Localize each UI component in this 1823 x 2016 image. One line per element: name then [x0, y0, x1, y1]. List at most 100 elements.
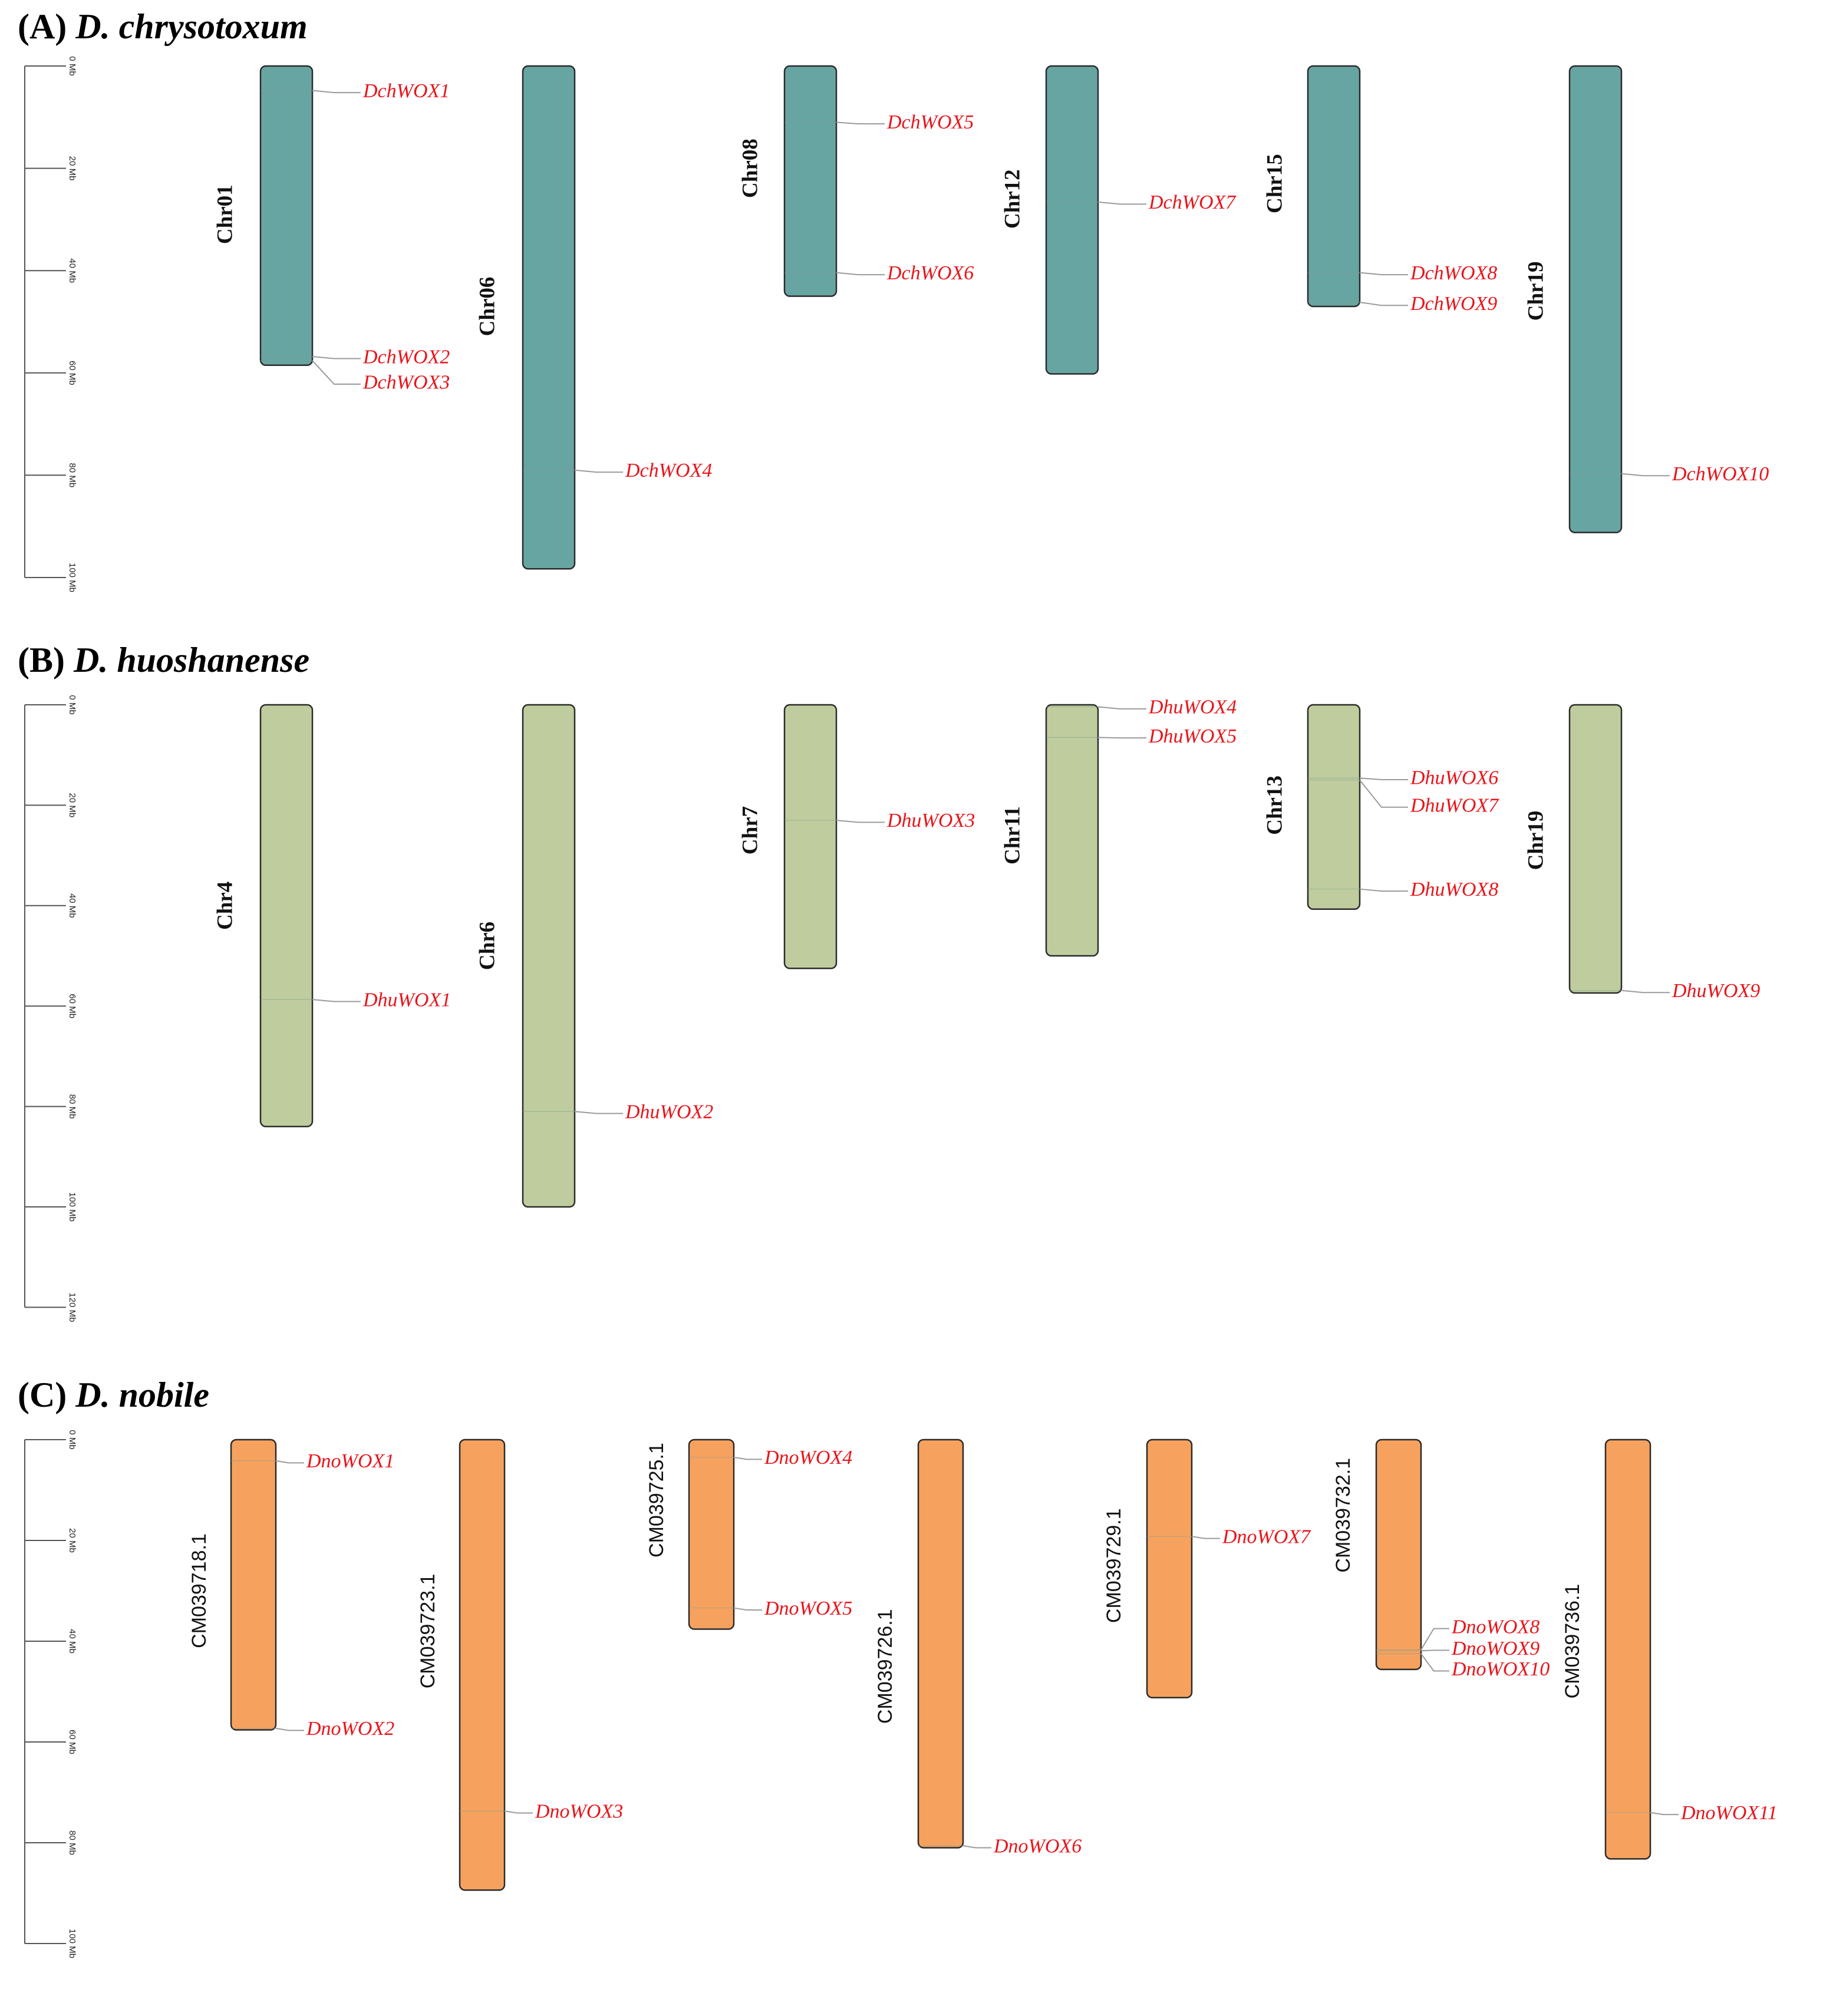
chromosome-chr15: Chr15 DchWOX8 DchWOX9	[1262, 65, 1497, 315]
gene-connector	[275, 1460, 304, 1464]
gene-label-dnowox2: DnoWOX2	[306, 1718, 394, 1740]
panel-c: (C) D. nobile 0 Mb 20 Mb 40 Mb 60 Mb 80 Mb 10…	[18, 1375, 1778, 1958]
gene-label-dhuwox7: DhuWOX7	[1410, 795, 1499, 817]
chromosome-label: CM039725.1	[645, 1443, 668, 1558]
gene-connector	[504, 1810, 533, 1814]
gene-label-dchwox10: DchWOX10	[1672, 463, 1769, 485]
gene-label-dchwox2: DchWOX2	[362, 346, 450, 368]
chromosome-label: Chr4	[213, 882, 237, 930]
chromosome-label: CM039732.1	[1332, 1458, 1354, 1573]
scale-tick-label: 40 Mb	[67, 893, 77, 918]
chromosome-label: CM039723.1	[417, 1574, 439, 1689]
scale-tick-label: 0 Mb	[67, 56, 77, 75]
gene-label-dchwox1: DchWOX1	[362, 80, 450, 102]
gene-connector	[1420, 1628, 1449, 1651]
chromosome-chr12: Chr12 DchWOX7	[1000, 65, 1237, 375]
scale-tick-label: 80 Mb	[67, 463, 77, 488]
scale-tick-label: 0 Mb	[67, 1430, 77, 1449]
gene-connector	[312, 356, 361, 359]
panel-b-scale-axis: 0 Mb 20 Mb 40 Mb 60 Mb 80 Mb 100 Mb 120 Mb	[24, 695, 77, 1322]
chromosome-bar	[1045, 704, 1099, 957]
gene-connector	[312, 999, 361, 1002]
gene-connector	[574, 469, 623, 473]
chromosome-label: Chr19	[1524, 262, 1548, 321]
chromosome-bar	[259, 65, 314, 367]
chromosome-chr19: Chr19 DchWOX10	[1524, 65, 1769, 533]
scale-tick-label: 80 Mb	[67, 1830, 77, 1855]
gene-connector	[1097, 706, 1146, 710]
gene-label-dchwox4: DchWOX4	[625, 460, 712, 481]
gene-connector	[962, 1845, 991, 1849]
scale-tick-label: 100 Mb	[67, 1192, 77, 1222]
gene-connector	[836, 272, 885, 276]
gene-connector	[733, 1607, 762, 1611]
scale-tick-label: 20 Mb	[67, 156, 77, 181]
gene-connector	[836, 121, 885, 125]
chromosome-cm039729-1: CM039729.1 DnoWOX7	[1103, 1438, 1311, 1699]
gene-connector	[1420, 1653, 1449, 1672]
gene-label-dchwox5: DchWOX5	[886, 111, 974, 133]
gene-connector	[836, 819, 885, 823]
gene-connector	[275, 1727, 304, 1731]
gene-label-dnowox10: DnoWOX10	[1451, 1658, 1550, 1680]
gene-label-dnowox5: DnoWOX5	[764, 1598, 852, 1619]
chromosome-chr06: Chr06 DchWOX4	[475, 65, 712, 570]
chromosome-chr11: Chr11 DhuWOX4 DhuWOX5	[1000, 697, 1237, 957]
gene-label-dchwox6: DchWOX6	[886, 262, 974, 284]
chromosome-bar	[1568, 65, 1623, 533]
gene-label-dhuwox1: DhuWOX1	[362, 989, 451, 1011]
panel-c-chromosomes: CM039718.1 DnoWOX1 DnoWOX2 CM039723.1 DnoWOX…	[188, 1438, 1778, 1891]
chromosome-bar	[459, 1438, 506, 1891]
scale-tick-label: 60 Mb	[67, 994, 77, 1018]
chromosome-label: Chr7	[738, 806, 762, 854]
gene-connector	[1359, 780, 1408, 808]
gene-label-dhuwox3: DhuWOX3	[886, 810, 975, 832]
scale-tick-label: 0 Mb	[67, 695, 77, 714]
chromosome-label: CM039736.1	[1561, 1584, 1584, 1699]
gene-connector	[1097, 201, 1146, 205]
chromosome-bar	[1045, 65, 1099, 375]
gene-connector	[1359, 302, 1408, 306]
panel-c-scale-axis: 0 Mb 20 Mb 40 Mb 60 Mb 80 Mb 100 Mb	[24, 1430, 77, 1958]
scale-tick-label: 100 Mb	[67, 1929, 77, 1958]
gene-label-dchwox8: DchWOX8	[1410, 262, 1497, 284]
gene-connector	[312, 90, 361, 94]
chromosome-bar	[1375, 1438, 1422, 1671]
gene-label-dnowox4: DnoWOX4	[764, 1447, 852, 1469]
scale-tick-label: 100 Mb	[67, 563, 77, 592]
gene-connector	[1621, 473, 1670, 477]
gene-label-dhuwox6: DhuWOX6	[1410, 767, 1498, 789]
gene-connector	[1359, 777, 1408, 780]
gene-label-dnowox7: DnoWOX7	[1222, 1526, 1311, 1548]
chromosome-label: CM039718.1	[188, 1533, 210, 1648]
chromosome-cm039723-1: CM039723.1 DnoWOX3	[417, 1438, 623, 1891]
chromosome-chr19: Chr19 DhuWOX9	[1524, 704, 1760, 1002]
scale-tick-label: 120 Mb	[67, 1292, 77, 1322]
panel-c-title: (C) D. nobile	[18, 1375, 209, 1414]
chromosome-bar	[1307, 704, 1361, 910]
scale-tick-label: 40 Mb	[67, 1629, 77, 1654]
chromosome-chr08: Chr08 DchWOX5 DchWOX6	[738, 65, 974, 297]
chromosome-label: Chr6	[475, 922, 499, 970]
gene-connector	[1650, 1812, 1679, 1816]
chromosome-bar	[917, 1438, 964, 1849]
gene-label-dhuwox2: DhuWOX2	[625, 1101, 713, 1123]
chromosome-cm039725-1: CM039725.1 DnoWOX4 DnoWOX5	[645, 1438, 852, 1630]
chromosome-bar	[259, 704, 314, 1127]
gene-connector	[1191, 1536, 1220, 1539]
chromosome-label: Chr19	[1524, 811, 1548, 870]
gene-label-dchwox9: DchWOX9	[1410, 293, 1497, 315]
gene-label-dhuwox8: DhuWOX8	[1410, 879, 1498, 900]
gene-connector	[312, 360, 361, 385]
chromosome-bar	[522, 65, 576, 570]
chromosome-label: Chr12	[1000, 169, 1024, 229]
panel-a-title: (A) D. chrysotoxum	[18, 7, 308, 46]
chromosome-cm039736-1: CM039736.1 DnoWOX11	[1561, 1438, 1778, 1860]
panel-b: (B) D. huoshanense 0 Mb 20 Mb 40 Mb 60 Mb 80…	[18, 641, 1760, 1322]
gene-connector	[733, 1456, 762, 1460]
chromosome-bar	[1604, 1438, 1651, 1860]
chromosome-bar	[783, 704, 838, 969]
gene-connector	[1359, 272, 1408, 276]
